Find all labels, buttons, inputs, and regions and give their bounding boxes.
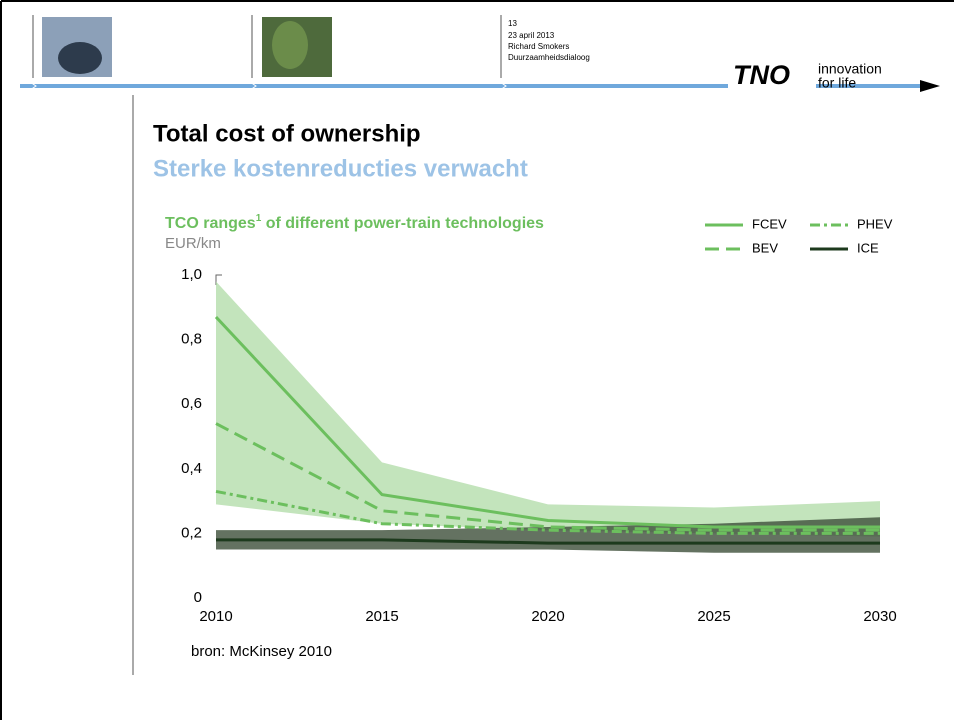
event: Duurzaamheidsdialoog [508, 53, 590, 62]
satellite-image-land [272, 21, 308, 69]
y-axis-label: EUR/km [165, 235, 221, 252]
plot: 0 0,2 0,4 0,6 0,8 1,0 2010 2015 2020 2025 2030 FCEV… [181, 216, 897, 625]
x-tick-label: 2010 [199, 608, 232, 625]
date: 23 april 2013 [508, 31, 555, 40]
logo: TNO [733, 60, 790, 90]
y-tick-label: 1,0 [181, 266, 202, 283]
tagline: for life [818, 75, 856, 91]
y-tick-label: 0,2 [181, 524, 202, 541]
chart-title-part: TCO ranges [165, 215, 256, 232]
legend-label: ICE [857, 240, 879, 255]
chart-title-sup: 1 [256, 213, 262, 224]
source: bron: McKinsey 2010 [191, 643, 332, 660]
x-tick-label: 2025 [697, 608, 730, 625]
chart-title: TCO ranges1 of different power-train tec… [165, 213, 544, 233]
rule-arrows [29, 81, 507, 91]
range-band [216, 281, 880, 537]
x-tick-label: 2015 [365, 608, 398, 625]
rule-end [920, 80, 940, 92]
x-tick-label: 2020 [531, 608, 564, 625]
legend-label: BEV [752, 240, 778, 255]
car-image-wheel [58, 42, 102, 74]
legend-label: PHEV [857, 216, 893, 231]
author: Richard Smokers [508, 42, 569, 51]
series-line [215, 489, 880, 535]
x-tick-label: 2030 [863, 608, 896, 625]
y-tick-label: 0,8 [181, 331, 202, 348]
tagline: innovation [818, 61, 882, 77]
slide-subtitle: Sterke kostenreducties verwacht [153, 155, 528, 182]
legend-label: FCEV [752, 216, 787, 231]
slide-title: Total cost of ownership [153, 120, 421, 147]
series-line [215, 422, 880, 532]
y-tick-label: 0 [194, 589, 202, 606]
logo-gap [728, 80, 816, 92]
y-tick-label: 0,4 [181, 460, 202, 477]
y-tick-label: 0,6 [181, 395, 202, 412]
page-number: 13 [508, 19, 517, 28]
series-line [214, 315, 880, 529]
chart-title-part: of different power-train technologies [261, 215, 544, 232]
series-line [216, 538, 880, 545]
